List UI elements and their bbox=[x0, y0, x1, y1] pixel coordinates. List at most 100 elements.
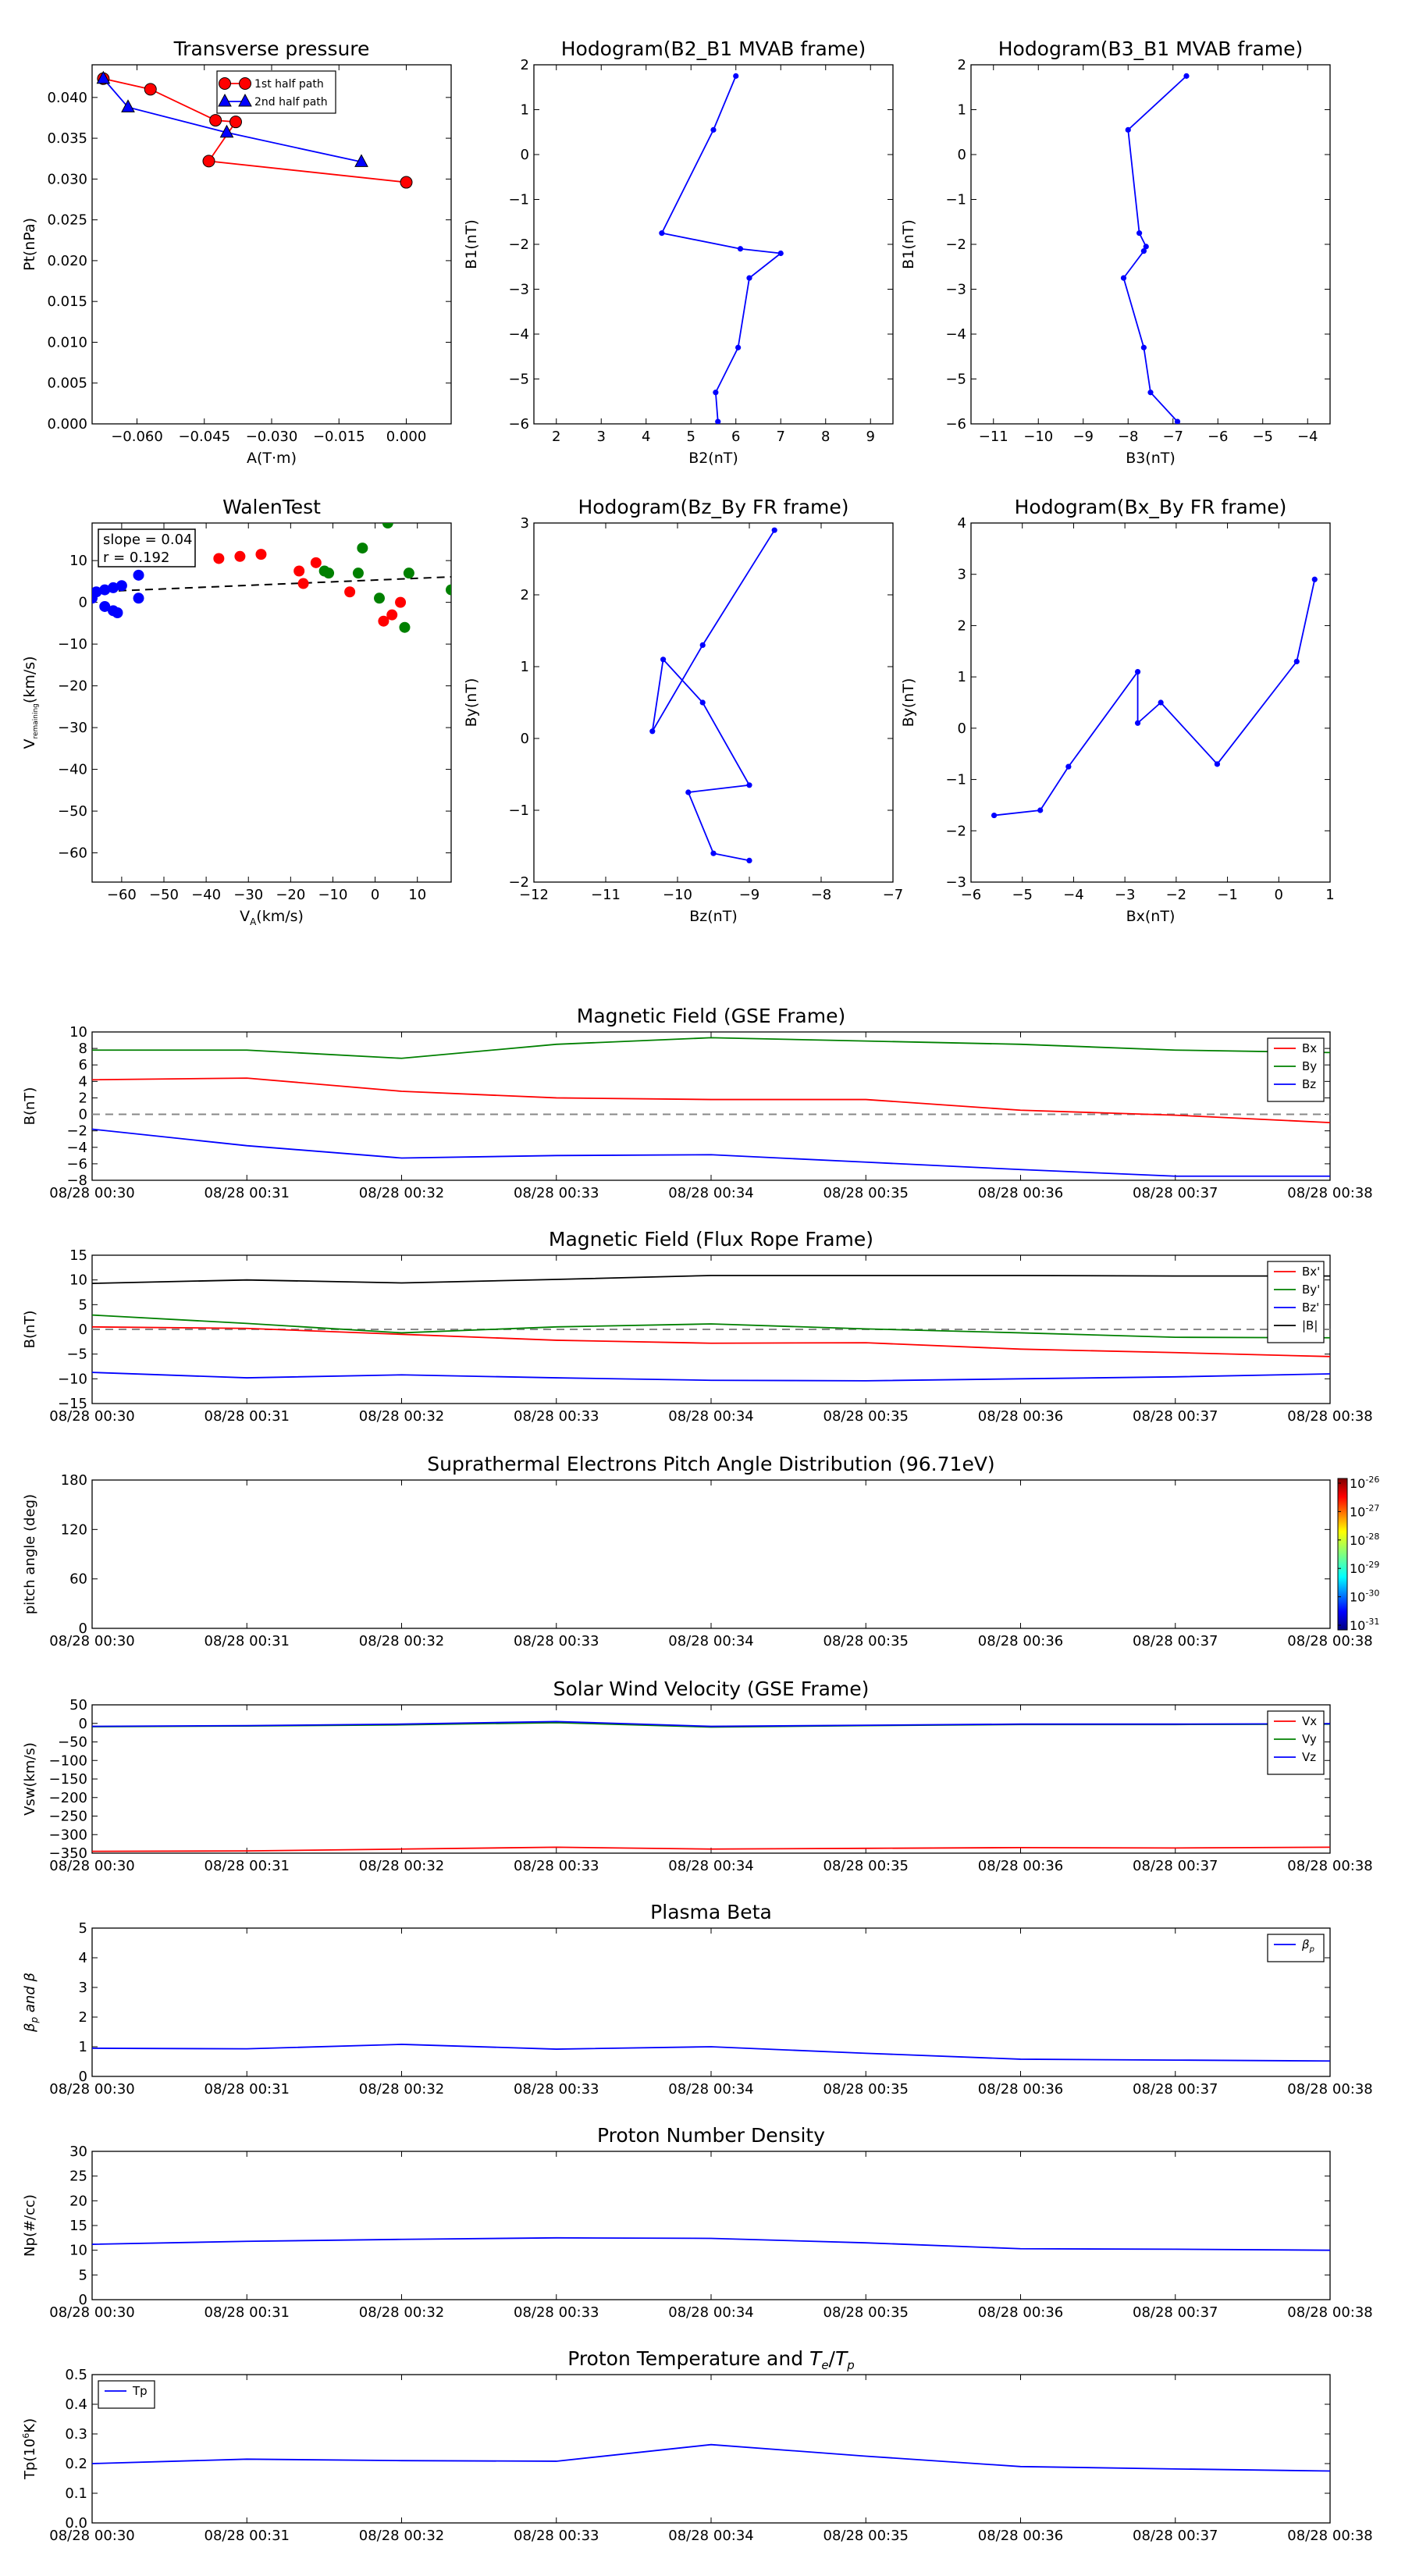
data-point bbox=[1134, 668, 1141, 675]
y-tick-label: 2 bbox=[958, 617, 966, 634]
colorbar-label-base: 10 bbox=[1350, 1561, 1365, 1576]
y-tick-label: −300 bbox=[49, 1827, 87, 1843]
y-tick-label: −2 bbox=[945, 823, 966, 839]
x-tick-label: 08/28 00:30 bbox=[49, 2304, 134, 2321]
x-tick-label: 6 bbox=[731, 429, 740, 445]
y-tick-label: 0 bbox=[521, 731, 529, 747]
data-point bbox=[99, 600, 111, 612]
data-point bbox=[649, 728, 656, 735]
x-tick-label: −10 bbox=[663, 887, 692, 903]
legend-label-main: Vy bbox=[1302, 1732, 1317, 1746]
y-tick-label: 0 bbox=[79, 2292, 87, 2308]
y-tick-label: 0.025 bbox=[47, 212, 87, 229]
x-tick-label: 08/28 00:33 bbox=[514, 2081, 599, 2097]
x-tick-label: 9 bbox=[866, 429, 875, 445]
y-tick-label: 0.040 bbox=[47, 90, 87, 106]
data-point bbox=[395, 596, 407, 608]
y-tick-label: 4 bbox=[79, 1950, 87, 1966]
plot-frame bbox=[533, 522, 894, 883]
title-sub: p bbox=[846, 2358, 855, 2372]
legend-label: Tp bbox=[132, 2384, 148, 2398]
y-tick-label: 0.5 bbox=[65, 2367, 87, 2383]
plot-frame bbox=[91, 522, 452, 883]
x-tick-label: −10 bbox=[318, 887, 347, 903]
x-tick-label: 08/28 00:36 bbox=[978, 2081, 1063, 2097]
legend-label: Bx bbox=[1302, 1041, 1317, 1055]
x-tick-label: 08/28 00:38 bbox=[1287, 1858, 1372, 1874]
plot-frame bbox=[91, 2151, 1331, 2300]
y-tick-label: −60 bbox=[58, 845, 87, 862]
legend: Bx By Bz bbox=[1267, 1037, 1325, 1102]
y-tick-label: −5 bbox=[66, 1347, 87, 1363]
data-point bbox=[1065, 763, 1072, 770]
title-math: T bbox=[809, 2347, 823, 2370]
y-tick-label: −1 bbox=[945, 772, 966, 788]
data-point bbox=[133, 569, 144, 581]
x-tick-label: 08/28 00:32 bbox=[359, 1408, 444, 1425]
data-point bbox=[1158, 699, 1164, 706]
x-tick-label: 08/28 00:33 bbox=[514, 1408, 599, 1425]
x-tick-label: 08/28 00:30 bbox=[49, 1858, 134, 1874]
x-tick-label: 08/28 00:31 bbox=[205, 2304, 290, 2321]
x-tick-label: −6 bbox=[1208, 429, 1229, 445]
data-point bbox=[1140, 344, 1147, 350]
x-tick-label: 08/28 00:38 bbox=[1287, 2304, 1372, 2321]
x-tick-label: 08/28 00:32 bbox=[359, 1185, 444, 1201]
x-tick-label: 08/28 00:31 bbox=[205, 2081, 290, 2097]
plot-area bbox=[92, 2443, 1330, 2472]
x-tick-label: 08/28 00:31 bbox=[205, 1858, 290, 1874]
series-line bbox=[92, 2044, 1330, 2062]
y-axis-label: By(nT) bbox=[463, 678, 480, 728]
y-tick-label: 0.015 bbox=[47, 294, 87, 310]
data-point bbox=[310, 557, 322, 568]
y-axis-label: By(nT) bbox=[900, 678, 917, 728]
x-tick-label: 08/28 00:35 bbox=[823, 1858, 909, 1874]
legend: 1st half path 2nd half path bbox=[216, 70, 336, 114]
y-tick-label: 10 bbox=[69, 2243, 87, 2259]
data-point bbox=[777, 250, 784, 257]
y-tick-label: 15 bbox=[69, 1247, 87, 1264]
y-tick-label: 0.3 bbox=[65, 2426, 87, 2443]
legend-label-main: Bx' bbox=[1302, 1265, 1320, 1279]
x-tick-label: 10 bbox=[408, 887, 426, 903]
chart-tp: −0.060 −0.045 −0.030 −0.015 0.000 0.000 0.005 0… bbox=[21, 37, 452, 467]
data-point bbox=[1134, 720, 1141, 726]
x-axis-label-suffix: (km/s) bbox=[256, 908, 304, 925]
y-axis-label: Vsw(km/s) bbox=[22, 1742, 38, 1816]
series-line bbox=[1122, 75, 1187, 422]
y-tick-label: 1 bbox=[521, 102, 529, 119]
x-tick-label: 08/28 00:35 bbox=[823, 2528, 909, 2544]
x-tick-label: 08/28 00:36 bbox=[978, 2528, 1063, 2544]
x-tick-label: 08/28 00:31 bbox=[205, 1185, 290, 1201]
chart-title: Proton Temperature and Te/Tp bbox=[567, 2347, 855, 2372]
legend: Bx' By' Bz' |B| bbox=[1267, 1261, 1325, 1343]
series-line bbox=[92, 1037, 1330, 1059]
data-point bbox=[733, 73, 739, 79]
series-line bbox=[92, 2236, 1330, 2251]
y-tick-label: 10 bbox=[69, 1024, 87, 1041]
data-point bbox=[710, 126, 717, 133]
y-tick-label: −3 bbox=[508, 282, 529, 298]
chart-title: Hodogram(Bx_By FR frame) bbox=[1015, 496, 1287, 518]
series-line bbox=[102, 78, 362, 163]
y-axis-label: βp and β bbox=[22, 1973, 40, 2033]
x-tick-label: 08/28 00:36 bbox=[978, 2304, 1063, 2321]
data-point bbox=[239, 77, 251, 90]
x-tick-label: 7 bbox=[777, 429, 785, 445]
data-point bbox=[234, 550, 246, 562]
series-line bbox=[92, 1846, 1330, 1852]
y-tick-label: 4 bbox=[79, 1073, 87, 1090]
x-tick-label: −0.045 bbox=[178, 429, 230, 445]
y-tick-label: 50 bbox=[69, 1697, 87, 1713]
y-tick-label: 3 bbox=[958, 567, 966, 583]
x-tick-label: −11 bbox=[591, 887, 621, 903]
r-text: r = 0.192 bbox=[103, 550, 169, 566]
y-tick-label: −10 bbox=[58, 636, 87, 653]
plot-area bbox=[92, 1720, 1330, 1852]
legend-label-main: By bbox=[1302, 1059, 1317, 1073]
x-tick-label: 08/28 00:34 bbox=[668, 2081, 753, 2097]
x-tick-label: −9 bbox=[739, 887, 760, 903]
x-tick-label: 08/28 00:35 bbox=[823, 1185, 909, 1201]
